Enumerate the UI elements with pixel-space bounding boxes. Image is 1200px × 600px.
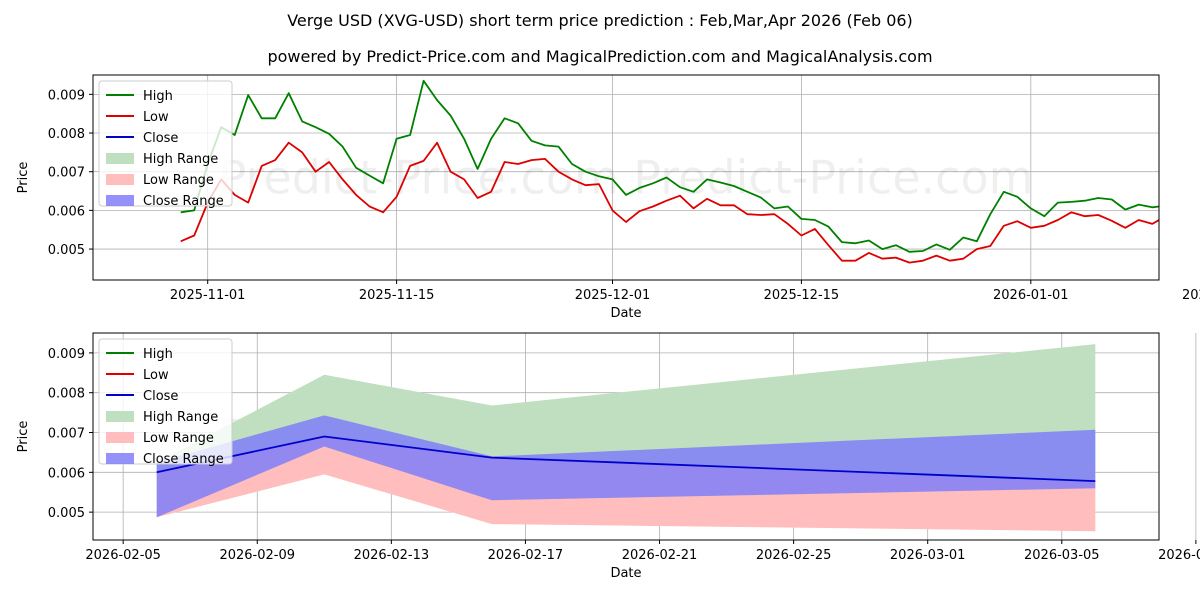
y-tick-label: 0.009 bbox=[48, 88, 85, 103]
legend-label-high-range: High Range bbox=[143, 152, 218, 167]
y-tick-label: 0.005 bbox=[48, 243, 85, 258]
legend-label-low-range: Low Range bbox=[143, 173, 214, 188]
plot-frame bbox=[92, 332, 1160, 541]
y-tick-label: 0.007 bbox=[48, 427, 85, 442]
x-tick-label: 2025-11-01 bbox=[170, 288, 246, 303]
legend-label-low: Low bbox=[143, 110, 169, 125]
plot-frame bbox=[92, 74, 1160, 281]
y-tick-label: 0.009 bbox=[48, 347, 85, 362]
x-axis-label: Date bbox=[610, 566, 641, 581]
y-tick-label: 0.008 bbox=[48, 387, 85, 402]
y-axis-label: Price bbox=[16, 162, 31, 194]
x-tick-label: 2026-02-09 bbox=[219, 548, 295, 563]
x-tick-label: 2026-02-25 bbox=[756, 548, 832, 563]
y-tick-label: 0.007 bbox=[48, 166, 85, 181]
legend-swatch-low-range bbox=[106, 432, 134, 443]
legend-label-close-range: Close Range bbox=[143, 452, 224, 467]
plot-area bbox=[156, 344, 1096, 532]
legend-swatch-high-range bbox=[106, 153, 134, 164]
x-tick-label: 2025-12-01 bbox=[575, 288, 651, 303]
x-tick-label: 2025-11-15 bbox=[359, 288, 435, 303]
close-series-line bbox=[156, 435, 1096, 482]
x-tick-label: 2026-02-17 bbox=[488, 548, 564, 563]
y-tick-label: 0.008 bbox=[48, 127, 85, 142]
x-tick-label: 2026-02-13 bbox=[354, 548, 430, 563]
x-tick-label: 2026-01-15 bbox=[1182, 288, 1200, 303]
legend: High Low Close High Range Low Range Close Ran… bbox=[98, 80, 233, 209]
legend-swatch-close-range bbox=[106, 195, 134, 206]
bottom-chart-panel: Predict-Price.com Predict-Price.com2026-… bbox=[16, 332, 1200, 581]
legend-label-close-range: Close Range bbox=[143, 194, 224, 209]
x-tick-label: 2026-02-05 bbox=[85, 548, 161, 563]
x-tick-label: 2026-01-01 bbox=[993, 288, 1069, 303]
legend-label-high: High bbox=[143, 89, 173, 104]
high-series-line bbox=[180, 79, 1159, 253]
legend-swatch-low-range bbox=[106, 174, 134, 185]
top-chart-panel: Predict-Price.com Predict-Price.com2025-… bbox=[16, 74, 1200, 321]
x-axis-label: Date bbox=[610, 306, 641, 321]
legend-swatch-close-range bbox=[106, 453, 134, 464]
x-tick-label: 2026-02-21 bbox=[622, 548, 698, 563]
y-axis-label: Price bbox=[16, 421, 31, 453]
close-range-band bbox=[156, 415, 1096, 518]
legend-label-high: High bbox=[143, 347, 173, 362]
legend-label-low-range: Low Range bbox=[143, 431, 214, 446]
y-tick-label: 0.005 bbox=[48, 506, 85, 521]
x-tick-label: 2025-12-15 bbox=[764, 288, 840, 303]
x-tick-label: 2026-03-05 bbox=[1024, 548, 1100, 563]
low-series-line bbox=[180, 141, 1159, 264]
y-tick-label: 0.006 bbox=[48, 466, 85, 481]
x-tick-label: 2026-03-01 bbox=[890, 548, 966, 563]
legend-label-low: Low bbox=[143, 368, 169, 383]
legend-label-close: Close bbox=[143, 131, 178, 146]
legend-label-high-range: High Range bbox=[143, 410, 218, 425]
legend-swatch-high-range bbox=[106, 411, 134, 422]
y-tick-label: 0.006 bbox=[48, 204, 85, 219]
x-tick-label: 2026-03-09 bbox=[1158, 548, 1200, 563]
legend-label-close: Close bbox=[143, 389, 178, 404]
chart-title: Verge USD (XVG-USD) short term price pre… bbox=[287, 11, 913, 30]
plot-area bbox=[180, 79, 1159, 264]
legend: High Low Close High Range Low Range Close Ran… bbox=[98, 338, 233, 467]
chart-subtitle: powered by Predict-Price.com and Magical… bbox=[267, 47, 932, 66]
